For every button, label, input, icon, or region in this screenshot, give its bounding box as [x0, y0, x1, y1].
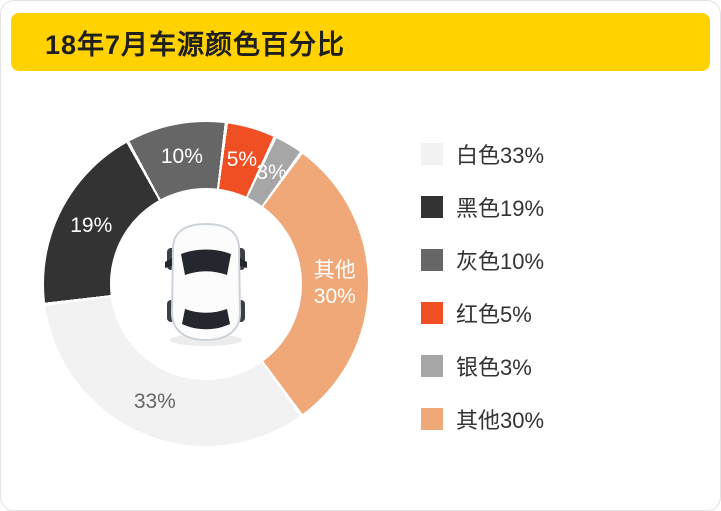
legend-swatch: [421, 408, 443, 430]
header-bar: 18年7月车源颜色百分比: [11, 13, 710, 71]
legend-swatch: [421, 302, 443, 324]
legend: 白色33% 黑色19% 灰色10% 红色5% 银色3% 其他30%: [421, 143, 544, 433]
donut-hole: [110, 188, 302, 380]
legend-item[interactable]: 红色5%: [421, 302, 544, 327]
legend-label: 灰色10%: [456, 249, 545, 274]
legend-swatch: [421, 355, 443, 377]
legend-label: 黑色19%: [456, 196, 545, 221]
legend-item[interactable]: 银色3%: [421, 355, 544, 380]
legend-item[interactable]: 灰色10%: [421, 249, 544, 274]
donut-chart[interactable]: 33% 19% 10% 5% 3% 其他 30%: [44, 122, 368, 446]
legend-label: 白色33%: [456, 143, 545, 168]
legend-label: 银色3%: [456, 355, 532, 380]
legend-item[interactable]: 白色33%: [421, 143, 544, 168]
page-title: 18年7月车源颜色百分比: [45, 29, 346, 60]
legend-label: 其他30%: [456, 408, 545, 433]
legend-swatch: [421, 196, 443, 218]
legend-item[interactable]: 其他30%: [421, 408, 544, 433]
car-top-view-icon: [165, 222, 247, 346]
legend-label: 红色5%: [456, 302, 532, 327]
legend-swatch: [421, 143, 443, 165]
legend-item[interactable]: 黑色19%: [421, 196, 544, 221]
legend-swatch: [421, 249, 443, 271]
